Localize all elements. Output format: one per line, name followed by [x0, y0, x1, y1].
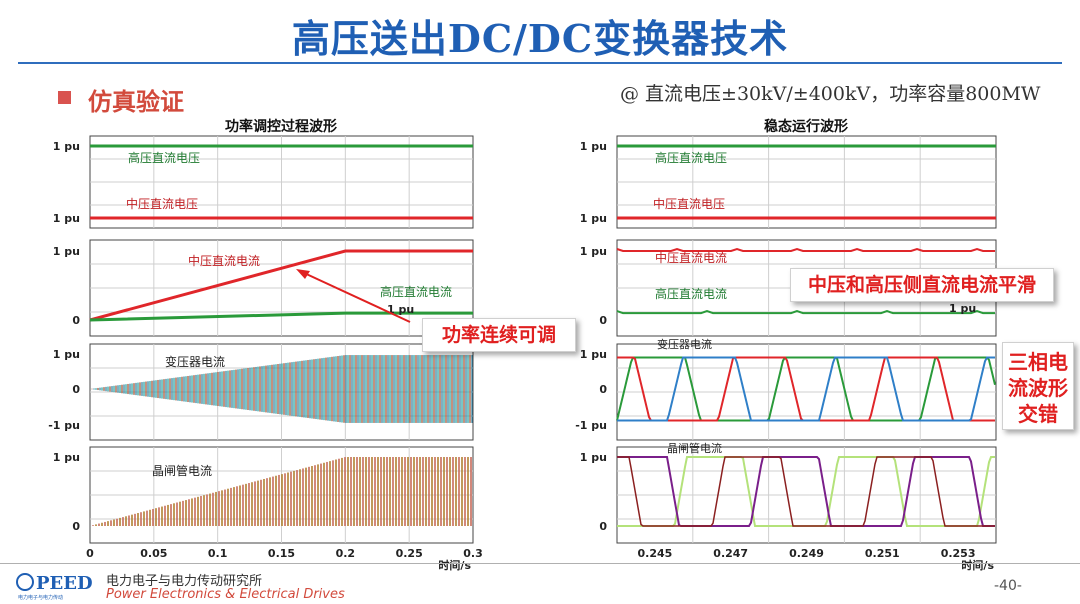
section-bullet-icon — [58, 91, 71, 104]
callout-three-line-1: 三相电 — [1008, 350, 1068, 374]
annotation-arrow-shaft — [301, 271, 411, 323]
series-label-transformer-current: 变压器电流 — [165, 354, 225, 369]
x-tick-label: 0.3 — [463, 547, 483, 560]
y-tick-label: 0 — [72, 383, 80, 396]
y-tick-label: 1 pu — [580, 451, 607, 464]
x-tick-label: 0.25 — [396, 547, 423, 560]
series-phase-a-current — [616, 356, 996, 422]
page-title: 高压送出DC/DC变换器技术 — [291, 16, 789, 61]
x-tick-label: 0.1 — [208, 547, 228, 560]
y-tick-label: 1 pu — [580, 348, 607, 361]
annotation-arrow-head — [296, 269, 310, 279]
y-tick-label: 0 — [72, 520, 80, 533]
series-label-hv-voltage: 高压直流电压 — [655, 150, 727, 165]
chart-title: 功率调控过程波形 — [225, 118, 337, 135]
x-tick-label: 0.2 — [336, 547, 356, 560]
logo-subtext: 电力电子与电力传动 — [18, 594, 63, 601]
series-thyristor-c-current — [617, 456, 995, 527]
series-label-hv-current-value: 1 pu — [387, 303, 414, 316]
y-tick-label: 1 pu — [53, 348, 80, 361]
x-axis-label: 时间/s — [961, 558, 994, 572]
series-hv-current-line — [89, 311, 473, 322]
series-label-mv-current: 中压直流电流 — [655, 250, 727, 265]
series-phase-c-current — [617, 356, 995, 422]
x-tick-label: 0.249 — [789, 547, 824, 560]
series-label-mv-voltage: 中压直流电压 — [653, 196, 725, 211]
y-tick-label: 0 — [599, 520, 607, 533]
series-label-hv-current-value: 1 pu — [949, 302, 976, 315]
chart-title: 稳态运行波形 — [764, 118, 848, 135]
x-tick-label: 0.247 — [713, 547, 748, 560]
x-tick-label: 0.15 — [268, 547, 295, 560]
simulation-condition: @ 直流电压±30kV/±400kV，功率容量800MW — [620, 83, 1041, 105]
y-tick-label: 1 pu — [53, 212, 80, 225]
series-label-hv-current: 高压直流电流 — [655, 286, 727, 301]
series-label-thyristor-current: 晶闸管电流 — [667, 441, 722, 455]
x-tick-label: 0.05 — [140, 547, 167, 560]
y-tick-label: 1 pu — [580, 212, 607, 225]
series-transformer-current-group — [91, 355, 473, 423]
series-mv-current-line — [89, 249, 473, 322]
x-tick-label: 0.253 — [941, 547, 976, 560]
y-tick-label: 0 — [599, 383, 607, 396]
series-mv-current-line — [616, 247, 995, 252]
y-tick-label: 1 pu — [580, 245, 607, 258]
peed-logo: PEED 电力电子与电力传动 — [16, 573, 93, 601]
callout-current-smooth: 中压和高压侧直流电流平滑 — [790, 268, 1054, 302]
section-heading: 仿真验证 — [88, 88, 184, 116]
y-tick-label: 1 pu — [580, 140, 607, 153]
y-tick-label: 1 pu — [53, 140, 80, 153]
series-label-thyristor-current: 晶闸管电流 — [152, 463, 212, 478]
y-tick-label: 0 — [599, 314, 607, 327]
series-label-mv-voltage: 中压直流电压 — [126, 196, 198, 211]
y-tick-label: 1 pu — [53, 245, 80, 258]
series-label-hv-current: 高压直流电流 — [380, 284, 452, 299]
series-hv-current-line — [616, 310, 995, 315]
series-label-hv-voltage: 高压直流电压 — [128, 150, 200, 165]
series-thyristor-current-group — [92, 457, 472, 526]
footer-divider — [0, 563, 1080, 564]
y-tick-label: -1 pu — [575, 419, 607, 432]
x-axis-label: 时间/s — [438, 558, 471, 572]
page-number: -40- — [994, 578, 1022, 594]
y-tick-label: 1 pu — [53, 451, 80, 464]
series-label-transformer-current: 变压器电流 — [657, 337, 712, 351]
callout-three-line-3: 交错 — [1018, 402, 1058, 426]
y-tick-label: -1 pu — [48, 419, 80, 432]
x-tick-label: 0.251 — [865, 547, 900, 560]
x-tick-label: 0 — [86, 547, 94, 560]
org-name-en: Power Electronics & Electrical Drives — [106, 587, 345, 602]
y-tick-label: 0 — [72, 314, 80, 327]
callout-power-adjustable: 功率连续可调 — [422, 318, 576, 352]
callout-three-phase: 三相电 流波形 交错 — [1002, 342, 1074, 430]
x-tick-label: 0.245 — [638, 547, 673, 560]
org-name-cn: 电力电子与电力传动研究所 — [106, 574, 263, 589]
title-divider — [18, 62, 1062, 64]
callout-three-line-2: 流波形 — [1008, 376, 1068, 400]
series-label-mv-current: 中压直流电流 — [188, 253, 260, 268]
logo-text: PEED — [36, 573, 93, 594]
